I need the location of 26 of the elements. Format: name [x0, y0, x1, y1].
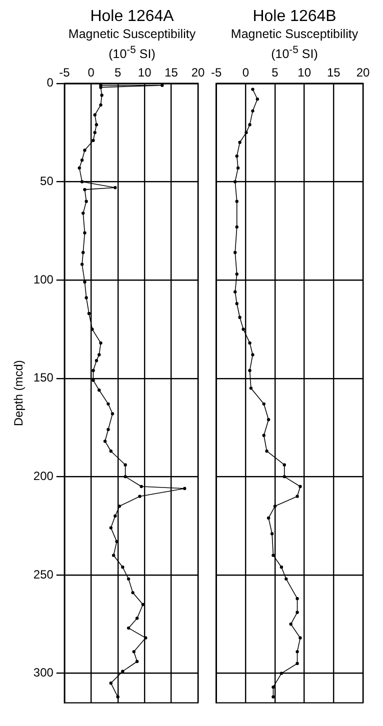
- x-tick-label: -5: [59, 66, 70, 80]
- y-tick-label: 200: [33, 469, 54, 484]
- chart-subtitle: Magnetic Susceptibility: [67, 26, 197, 42]
- x-tick-label: 20: [356, 66, 370, 80]
- x-axis-title: (10$^{-5}$ SI): [108, 44, 156, 64]
- y-tick-label: 250: [33, 567, 54, 582]
- y-tick-label: 300: [33, 666, 54, 680]
- x-axis-title: (10$^{-5}$ SI): [270, 44, 319, 64]
- x-tick-label: 0: [242, 66, 250, 80]
- y-axis-title: Depth (mcd): [12, 360, 26, 426]
- chart-subtitle: Magnetic Susceptibility: [230, 26, 360, 42]
- x-tick-label: 15: [164, 66, 178, 80]
- x-tick-label: 0: [88, 66, 95, 80]
- chart-title: Hole 1264B: [252, 8, 338, 26]
- x-tick-label: -5: [211, 66, 222, 80]
- y-tick-label: 100: [33, 272, 54, 287]
- y-tick-label: 150: [33, 370, 54, 385]
- x-tick-label: 20: [191, 66, 205, 80]
- chart-title: Hole 1264A: [89, 8, 175, 26]
- x-tick-label: 15: [326, 66, 341, 80]
- y-tick-label: 50: [40, 174, 54, 188]
- y-tick-label: 0: [46, 76, 54, 90]
- x-tick-label: 10: [298, 66, 312, 80]
- x-tick-label: 5: [272, 66, 279, 80]
- x-tick-label: 5: [114, 66, 122, 80]
- x-tick-label: 10: [138, 66, 152, 80]
